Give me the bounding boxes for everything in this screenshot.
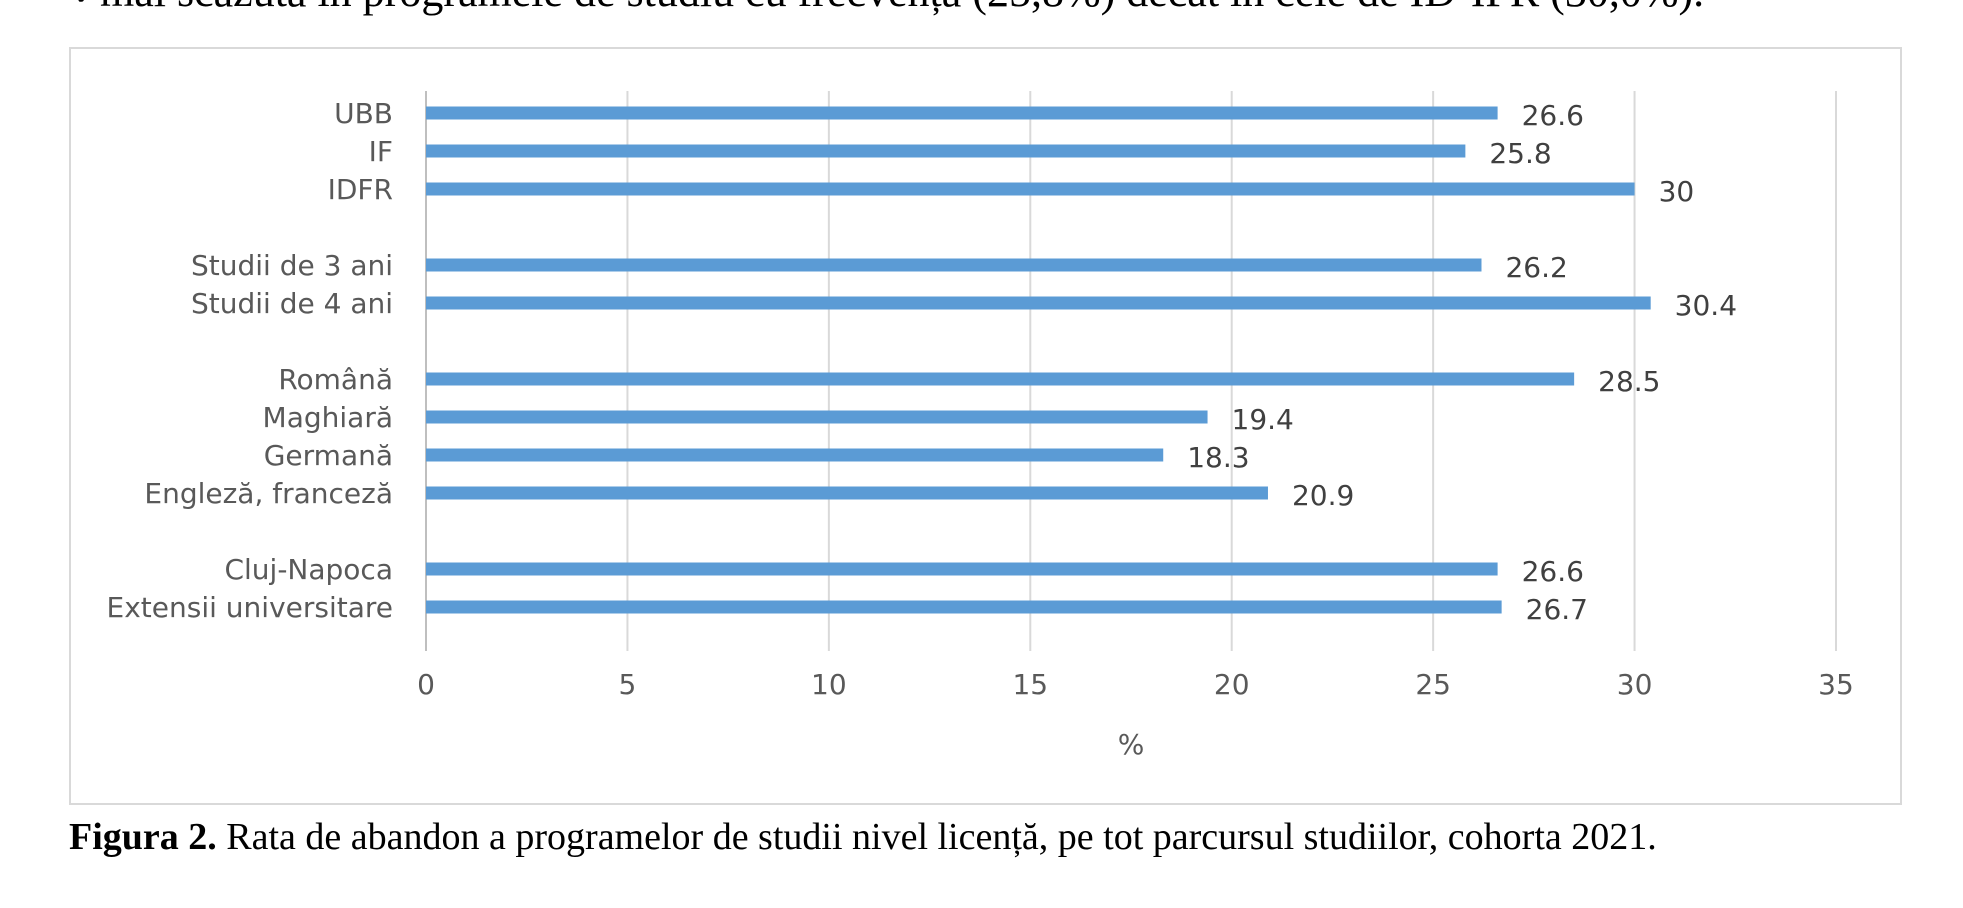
x-tick-label-30: 30 bbox=[1617, 668, 1653, 701]
x-tick-label-10: 10 bbox=[811, 668, 847, 701]
x-tick-label-15: 15 bbox=[1012, 668, 1048, 701]
bar-4 bbox=[426, 296, 1651, 310]
value-label-9: 26.6 bbox=[1522, 555, 1584, 588]
category-label-1: IF bbox=[369, 135, 393, 168]
figure-caption: Figura 2. Rata de abandon a programelor … bbox=[69, 815, 1899, 859]
value-label-7: 18.3 bbox=[1187, 441, 1249, 474]
bar-5 bbox=[426, 372, 1575, 386]
value-label-1: 25.8 bbox=[1489, 137, 1551, 170]
x-tick-label-35: 35 bbox=[1818, 668, 1854, 701]
category-label-0: UBB bbox=[334, 97, 393, 130]
category-label-10: Extensii universitare bbox=[107, 591, 393, 624]
preceding-text-line: mai scăzută în programele de studiu cu f… bbox=[100, 0, 1950, 14]
value-label-6: 19.4 bbox=[1232, 403, 1294, 436]
value-label-5: 28.5 bbox=[1598, 365, 1660, 398]
value-label-8: 20.9 bbox=[1292, 479, 1354, 512]
category-label-7: Germană bbox=[264, 439, 393, 472]
bar-9 bbox=[426, 562, 1498, 576]
x-tick-label-20: 20 bbox=[1214, 668, 1250, 701]
bar-10 bbox=[426, 600, 1502, 614]
category-label-6: Maghiară bbox=[263, 401, 393, 434]
caption-text: Rata de abandon a programelor de studii … bbox=[216, 816, 1657, 858]
bar-0 bbox=[426, 106, 1498, 120]
bullet-marker: ✓ bbox=[70, 0, 107, 14]
x-axis-label: % bbox=[1118, 728, 1145, 761]
chart-frame: UBB 26.6 IF 25.8 IDFR 30 Studii de 3 ani 26.2 St… bbox=[69, 47, 1902, 805]
value-label-3: 26.2 bbox=[1505, 251, 1567, 284]
category-label-3: Studii de 3 ani bbox=[191, 249, 393, 282]
x-tick-label-5: 5 bbox=[619, 668, 637, 701]
x-tick-label-0: 0 bbox=[417, 668, 435, 701]
category-label-9: Cluj-Napoca bbox=[224, 553, 393, 586]
bar-8 bbox=[426, 486, 1268, 500]
caption-label: Figura 2. bbox=[69, 816, 217, 858]
category-label-8: Engleză, franceză bbox=[144, 477, 393, 510]
bar-3 bbox=[426, 258, 1482, 272]
category-label-5: Română bbox=[278, 363, 393, 396]
category-label-4: Studii de 4 ani bbox=[191, 287, 393, 320]
value-label-0: 26.6 bbox=[1522, 99, 1584, 132]
x-tick-label-25: 25 bbox=[1415, 668, 1451, 701]
bar-2 bbox=[426, 182, 1635, 196]
bar-1 bbox=[426, 144, 1466, 158]
bar-6 bbox=[426, 410, 1208, 424]
value-label-10: 26.7 bbox=[1526, 593, 1588, 626]
value-label-2: 30 bbox=[1659, 175, 1695, 208]
bar-chart: UBB 26.6 IF 25.8 IDFR 30 Studii de 3 ani 26.2 St… bbox=[107, 91, 1854, 761]
bar-7 bbox=[426, 448, 1164, 462]
category-label-2: IDFR bbox=[328, 173, 393, 206]
value-label-4: 30.4 bbox=[1675, 289, 1737, 322]
